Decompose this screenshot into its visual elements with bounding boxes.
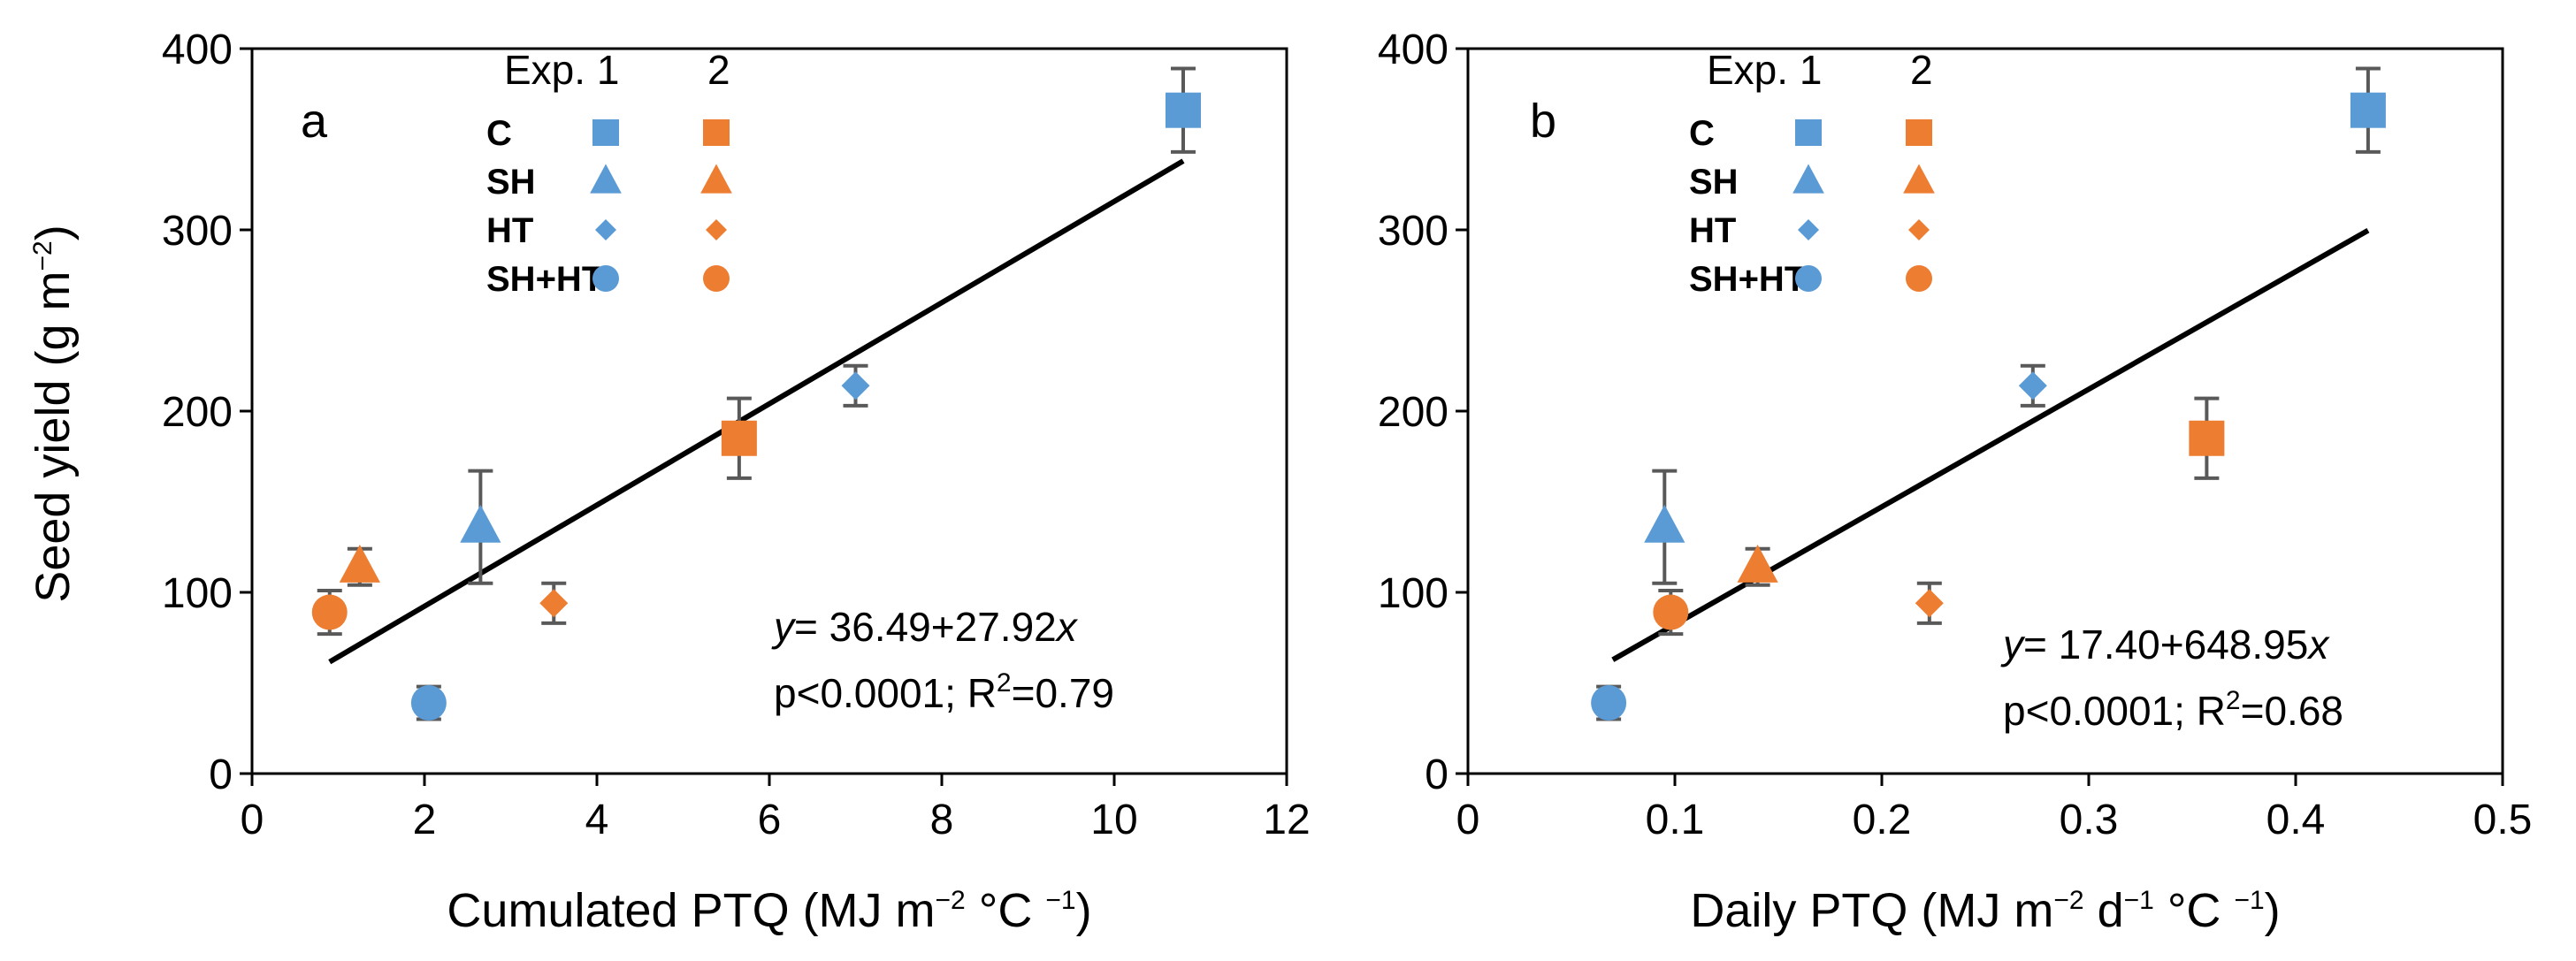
legend-marker-exp1 [592,265,619,292]
data-point-2-ht [539,589,569,618]
regression-stats: p<0.0001; R2=0.68 [2003,686,2343,734]
x-axis-title: Cumulated PTQ (MJ m−2 °C −1) [447,884,1091,937]
legend-label: HT [1689,211,1736,250]
data-point-1-sh [460,504,501,543]
legend-marker-exp1 [592,119,619,146]
x-tick-label: 8 [930,797,954,843]
regression-line [1611,228,2370,662]
legend-marker-exp2 [1906,265,1932,292]
data-point-1-ht [841,371,870,400]
legend-marker-exp1 [1795,265,1822,292]
data-point-2-sh-ht [1653,594,1689,630]
data-point-1-sh [1644,504,1685,543]
y-tick-label: 200 [162,389,233,436]
data-point-1-c [2350,92,2386,128]
legend-label: C [1689,114,1715,153]
data-point-2-sh [339,545,380,583]
legend-label: HT [486,211,533,250]
x-tick-label: 12 [1263,797,1310,843]
x-axis-title: Daily PTQ (MJ m−2 d−1 °C −1) [1690,884,2280,937]
x-tick-label: 0.2 [1853,797,1912,843]
y-tick-label: 100 [162,570,233,617]
plot-area [250,47,1288,775]
data-point-1-ht [2018,371,2047,400]
y-tick-label: 400 [162,27,233,73]
legend-label: SH+HT [486,260,603,299]
data-point-2-c [721,420,757,456]
panel-b: 0 100 200 300 400 0 0.1 0.2 0.3 0.4 0.5 Daily PTQ (… [1378,27,2532,937]
data-point-2-sh [1737,545,1778,583]
legend-marker-exp1 [1798,219,1819,240]
legend-header-2: 2 [1910,47,1933,93]
y-tick-label: 100 [1378,570,1449,617]
legend-marker-exp1 [590,164,622,194]
y-tick-label: 0 [1425,751,1449,798]
x-tick-label: 0.5 [2473,797,2533,843]
legend-marker-exp1 [1795,119,1822,146]
data-point-2-ht [1915,589,1944,618]
legend-marker-exp2 [1903,164,1935,194]
y-tick-label: 300 [162,208,233,255]
x-tick-label: 0.3 [2060,797,2119,843]
y-tick-label: 200 [1378,389,1449,436]
legend-label: SH [486,163,536,202]
panel-letter: a [301,95,328,148]
legend-header-2: 2 [707,47,730,93]
panel-a: 0 100 200 300 400 0 2 4 6 8 10 12 Cumulated PTQ (MJ … [162,27,1311,937]
legend-label: SH+HT [1689,260,1806,299]
y-tick-label: 0 [209,751,233,798]
x-tick-label: 0.4 [2266,797,2326,843]
data-point-1-sh-ht [1591,685,1627,721]
data-point-2-c [2189,420,2225,456]
regression-equation: y= 36.49+27.92x [771,604,1079,650]
legend-marker-exp1 [1792,164,1824,194]
legend-marker-exp2 [703,265,730,292]
regression-line [328,158,1185,665]
legend-marker-exp1 [595,219,616,240]
y-tick-label: 300 [1378,208,1449,255]
legend-label: C [486,114,512,153]
x-tick-label: 2 [413,797,437,843]
regression-equation: y= 17.40+648.95x [2000,622,2330,667]
legend-marker-exp2 [1908,219,1930,240]
x-tick-label: 4 [585,797,609,843]
y-tick-label: 400 [1378,27,1449,73]
y-axis-title: Seed yield (g m−2) [27,225,80,602]
legend-header-exp: Exp. 1 [1707,47,1822,93]
regression-stats: p<0.0001; R2=0.79 [774,668,1114,716]
x-tick-label: 0 [1456,797,1480,843]
legend-header-exp: Exp. 1 [504,47,619,93]
legend-marker-exp2 [703,119,730,146]
legend-marker-exp2 [1906,119,1932,146]
plot-area [1466,47,2504,775]
panel-letter: b [1530,95,1556,148]
x-tick-label: 0 [241,797,264,843]
legend-marker-exp2 [706,219,727,240]
x-tick-label: 6 [758,797,782,843]
legend-label: SH [1689,163,1739,202]
x-tick-label: 0.1 [1646,797,1705,843]
data-point-1-c [1166,92,1201,128]
data-point-1-sh-ht [410,685,447,721]
data-point-2-sh-ht [311,594,348,630]
legend-marker-exp2 [700,164,732,194]
x-tick-label: 10 [1090,797,1137,843]
